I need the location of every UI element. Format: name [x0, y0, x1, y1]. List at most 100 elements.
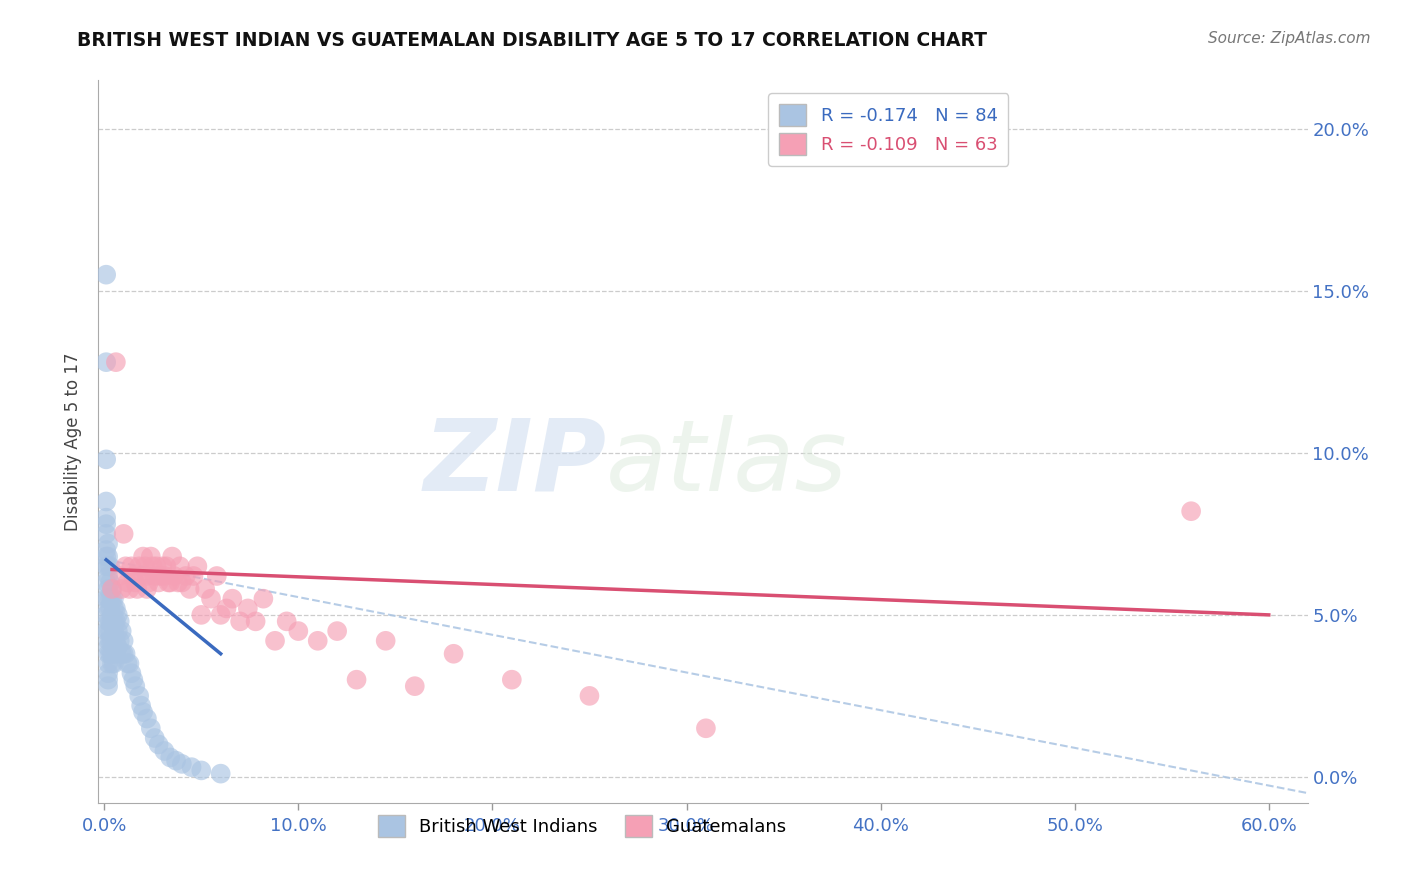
Point: [165, 754, 187, 768]
Point: [124, 679, 146, 693]
Point: [1180, 504, 1202, 518]
Point: [136, 569, 159, 583]
Point: [215, 601, 238, 615]
Point: [129, 698, 152, 713]
Y-axis label: Disability Age 5 to 17: Disability Age 5 to 17: [65, 352, 83, 531]
Point: [101, 591, 124, 606]
Point: [159, 575, 181, 590]
Point: [120, 559, 142, 574]
Point: [107, 624, 129, 638]
Point: [128, 689, 150, 703]
Point: [190, 607, 212, 622]
Point: [128, 559, 150, 574]
Point: [96, 355, 118, 369]
Point: [101, 657, 124, 671]
Point: [118, 657, 141, 671]
Point: [183, 569, 205, 583]
Point: [443, 647, 465, 661]
Point: [252, 591, 274, 606]
Point: [111, 647, 134, 661]
Point: [96, 517, 118, 532]
Point: [97, 666, 120, 681]
Point: [145, 559, 167, 574]
Point: [96, 624, 118, 638]
Point: [96, 575, 118, 590]
Point: [190, 764, 212, 778]
Point: [143, 569, 166, 583]
Point: [134, 559, 156, 574]
Point: [96, 607, 118, 622]
Point: [103, 657, 125, 671]
Text: atlas: atlas: [606, 415, 848, 512]
Point: [153, 744, 176, 758]
Point: [97, 633, 120, 648]
Point: [155, 559, 177, 574]
Point: [112, 527, 135, 541]
Point: [97, 582, 120, 596]
Point: [264, 633, 287, 648]
Point: [209, 766, 232, 780]
Point: [136, 582, 159, 596]
Point: [118, 582, 141, 596]
Point: [108, 569, 131, 583]
Point: [103, 601, 125, 615]
Point: [112, 633, 135, 648]
Point: [101, 607, 124, 622]
Point: [97, 615, 120, 629]
Point: [127, 582, 149, 596]
Point: [287, 624, 309, 638]
Text: Source: ZipAtlas.com: Source: ZipAtlas.com: [1208, 31, 1371, 46]
Point: [122, 673, 145, 687]
Point: [97, 536, 120, 550]
Point: [346, 673, 368, 687]
Point: [114, 647, 136, 661]
Point: [120, 666, 142, 681]
Point: [97, 640, 120, 655]
Point: [174, 569, 197, 583]
Point: [501, 673, 523, 687]
Point: [194, 582, 217, 596]
Point: [139, 721, 162, 735]
Point: [97, 601, 120, 615]
Point: [143, 731, 166, 745]
Point: [307, 633, 329, 648]
Point: [97, 624, 120, 638]
Point: [104, 647, 127, 661]
Point: [179, 582, 201, 596]
Point: [148, 738, 170, 752]
Point: [245, 615, 267, 629]
Point: [96, 559, 118, 574]
Point: [103, 640, 125, 655]
Point: [139, 549, 162, 564]
Point: [97, 679, 120, 693]
Point: [136, 712, 159, 726]
Point: [404, 679, 426, 693]
Point: [114, 559, 136, 574]
Point: [132, 705, 155, 719]
Point: [96, 268, 118, 282]
Point: [97, 569, 120, 583]
Point: [695, 721, 717, 735]
Point: [97, 591, 120, 606]
Point: [98, 615, 121, 629]
Point: [103, 591, 125, 606]
Point: [101, 582, 124, 596]
Point: [96, 543, 118, 558]
Point: [221, 591, 243, 606]
Point: [374, 633, 396, 648]
Point: [97, 559, 120, 574]
Point: [124, 575, 146, 590]
Point: [163, 569, 186, 583]
Point: [209, 607, 232, 622]
Point: [148, 575, 170, 590]
Point: [104, 633, 127, 648]
Point: [96, 549, 118, 564]
Point: [96, 527, 118, 541]
Point: [112, 647, 135, 661]
Point: [129, 569, 152, 583]
Legend: British West Indians, Guatemalans: British West Indians, Guatemalans: [370, 808, 794, 845]
Point: [169, 559, 191, 574]
Point: [96, 510, 118, 524]
Point: [108, 633, 131, 648]
Point: [149, 569, 172, 583]
